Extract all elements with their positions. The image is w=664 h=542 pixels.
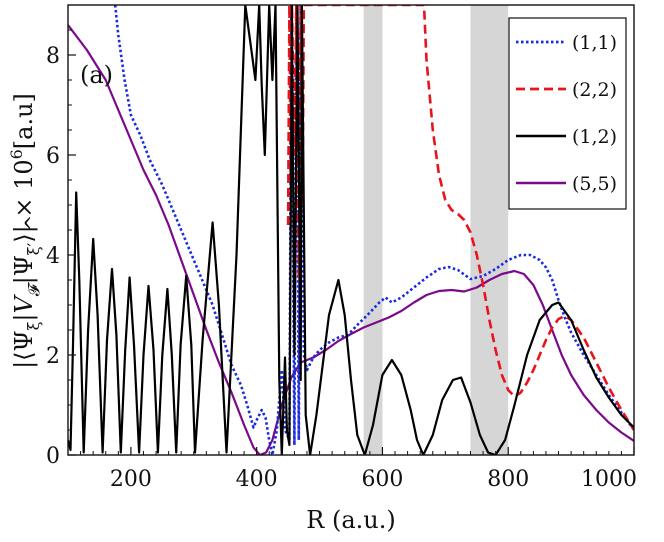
ylabel-bar: | xyxy=(10,314,39,322)
ylabel-sub-xiprime: ξ′ xyxy=(24,242,43,255)
y-tick-label: 8 xyxy=(46,44,60,69)
x-tick-label: 200 xyxy=(110,467,152,492)
panel-label: (a) xyxy=(80,61,113,89)
axis-ticks: 200 400 600 800 1000 0 2 4 6 8 xyxy=(46,4,637,492)
series-line-1-1 xyxy=(113,5,634,455)
legend-label-5-5: (5,5) xyxy=(572,173,617,195)
legend-box xyxy=(508,17,627,210)
x-tick-label: 400 xyxy=(236,467,278,492)
y-tick-label: 4 xyxy=(46,244,60,269)
x-tick-label: 600 xyxy=(361,467,403,492)
shaded-region-2 xyxy=(470,5,509,455)
shaded-region-1 xyxy=(363,5,383,455)
ylabel-sub-xi: ξ xyxy=(24,321,43,330)
ylabel-close: ⟩| × 10 xyxy=(10,159,39,242)
ylabel-open: |⟨Ψ xyxy=(10,330,39,369)
x-tick-label: 1000 xyxy=(581,467,637,492)
x-tick-label: 800 xyxy=(487,467,529,492)
y-tick-label: 0 xyxy=(46,444,60,469)
series-line-1-2 xyxy=(68,5,634,455)
svg-text:|⟨Ψξ|V𝓕|Ψξ′⟩| × 106[a.u]: |⟨Ψξ|V𝓕|Ψξ′⟩| × 106[a.u] xyxy=(7,93,43,369)
ylabel-unit: [a.u] xyxy=(10,93,38,149)
ylabel-v: V xyxy=(10,294,38,314)
legend-label-2-2: (2,2) xyxy=(572,79,617,101)
legend-label-1-2: (1,2) xyxy=(572,126,617,148)
ylabel-sub-f: 𝓕 xyxy=(24,281,43,296)
x-axis-label: R (a.u.) xyxy=(306,506,395,534)
ylabel-hat: ^ xyxy=(20,215,44,232)
y-axis-label: |⟨Ψξ|V𝓕|Ψξ′⟩| × 106[a.u] xyxy=(7,93,43,369)
shaded-regions xyxy=(363,5,509,455)
y-tick-label: 6 xyxy=(46,144,60,169)
ylabel-bar-psi: |Ψ xyxy=(10,255,39,284)
ylabel-exp: 6 xyxy=(7,149,26,159)
legend: (1,1) (2,2) (1,2) (5,5) xyxy=(508,17,627,210)
y-tick-label: 2 xyxy=(46,344,60,369)
legend-label-1-1: (1,1) xyxy=(572,32,617,54)
series-lines xyxy=(68,5,634,455)
series-line-5-5 xyxy=(68,24,634,455)
